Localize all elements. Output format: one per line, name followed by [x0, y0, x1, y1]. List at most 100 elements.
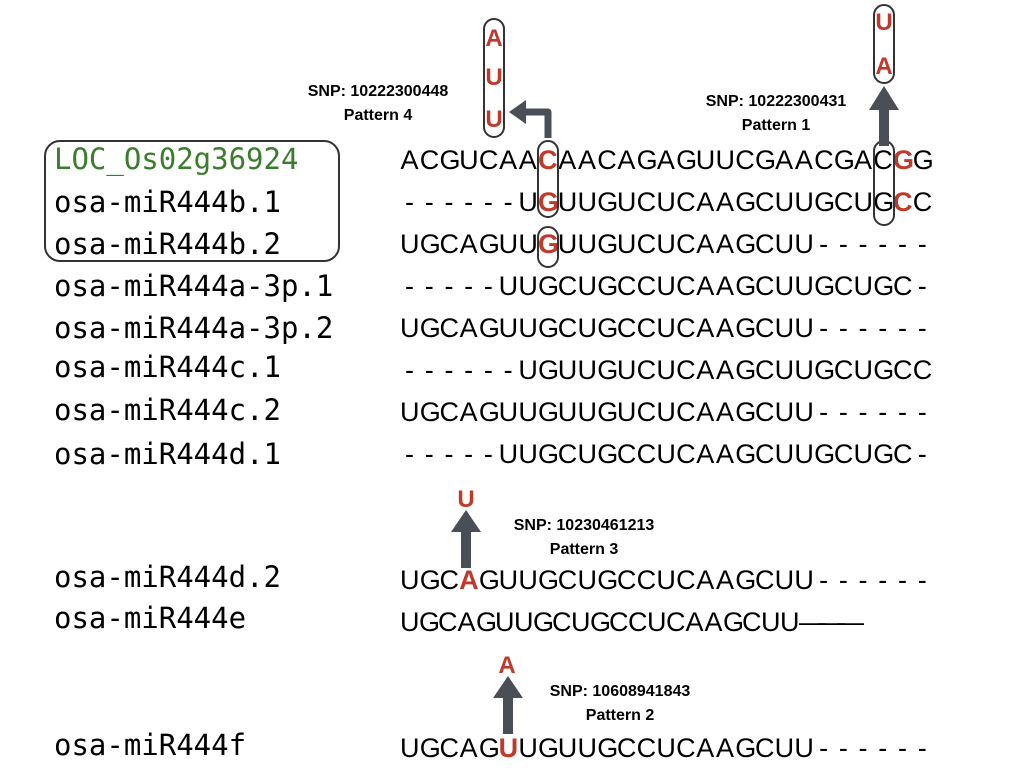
- base: U: [495, 607, 515, 637]
- base: G: [597, 397, 619, 427]
- base: A: [400, 145, 419, 175]
- base: G: [597, 733, 619, 763]
- base: A: [794, 145, 813, 175]
- base: U: [571, 607, 591, 637]
- base: U: [577, 355, 597, 385]
- base: U: [557, 397, 578, 427]
- base: A: [459, 313, 478, 343]
- base: U: [518, 355, 538, 385]
- base: C: [754, 229, 775, 259]
- base: U: [498, 271, 519, 301]
- base: C: [754, 313, 775, 343]
- base: U: [518, 187, 538, 217]
- base: C: [735, 145, 755, 175]
- base: G: [833, 145, 855, 175]
- base: A: [459, 397, 478, 427]
- allele-letter: A: [485, 25, 503, 52]
- base: -: [405, 187, 414, 217]
- base: G: [597, 229, 619, 259]
- row-name: osa-miR444f: [54, 728, 247, 762]
- base: -: [897, 229, 907, 259]
- base: G: [597, 439, 619, 469]
- base: A: [577, 145, 596, 175]
- base: U: [577, 397, 597, 427]
- base: U: [498, 565, 519, 595]
- base: A: [685, 607, 704, 637]
- snp-label: SNP: 10230461213 Pattern 3: [486, 514, 682, 562]
- base: -: [917, 439, 927, 469]
- base: U: [774, 271, 795, 301]
- base: U: [656, 397, 676, 427]
- base: U: [577, 313, 597, 343]
- base: C: [557, 565, 578, 595]
- base: -: [483, 439, 493, 469]
- base: C: [636, 313, 657, 343]
- base: A: [696, 271, 715, 301]
- base: U: [400, 565, 420, 595]
- base: G: [814, 187, 836, 217]
- base: G: [478, 733, 500, 763]
- base: G: [873, 355, 895, 385]
- base: -: [917, 313, 927, 343]
- base: U: [518, 439, 538, 469]
- base: A: [617, 145, 636, 175]
- base: C: [552, 607, 572, 637]
- base: U: [616, 355, 637, 385]
- base: G: [538, 229, 560, 259]
- base: -: [819, 313, 829, 343]
- base: -: [819, 229, 829, 259]
- base: -: [878, 397, 888, 427]
- base: C: [557, 313, 578, 343]
- base: U: [774, 565, 795, 595]
- row-name: LOC_Os02g36924: [54, 142, 299, 176]
- base: -: [897, 565, 907, 595]
- base: U: [557, 733, 578, 763]
- base: G: [735, 229, 757, 259]
- base: G: [873, 187, 895, 217]
- base: U: [577, 439, 597, 469]
- base: C: [873, 145, 893, 175]
- base: -: [444, 187, 454, 217]
- base: U: [400, 313, 420, 343]
- base: C: [676, 439, 696, 469]
- base: C: [754, 355, 775, 385]
- base: G: [538, 565, 560, 595]
- base: A: [518, 145, 537, 175]
- base: U: [794, 229, 814, 259]
- base: G: [814, 439, 836, 469]
- base: C: [557, 271, 578, 301]
- base: -: [464, 355, 474, 385]
- base: U: [761, 607, 781, 637]
- base: C: [478, 145, 499, 175]
- base: A: [499, 145, 518, 175]
- base: U: [774, 355, 795, 385]
- base: C: [676, 397, 696, 427]
- base: -: [503, 355, 513, 385]
- base: U: [518, 733, 538, 763]
- base: C: [912, 187, 933, 217]
- base: G: [538, 355, 560, 385]
- base: C: [636, 271, 657, 301]
- base: U: [498, 229, 519, 259]
- base: C: [892, 187, 913, 217]
- base: G: [735, 313, 757, 343]
- base: C: [833, 187, 854, 217]
- base: G: [419, 397, 441, 427]
- base: G: [476, 607, 498, 637]
- base: U: [616, 397, 637, 427]
- base: -: [424, 355, 434, 385]
- base: -: [878, 313, 888, 343]
- base: U: [518, 397, 538, 427]
- snp-site-highlight: [537, 140, 559, 218]
- base: G: [478, 565, 500, 595]
- base: A: [715, 229, 734, 259]
- base: U: [518, 271, 538, 301]
- base: U: [557, 187, 578, 217]
- base: C: [754, 187, 775, 217]
- base: A: [715, 439, 734, 469]
- base: C: [557, 439, 578, 469]
- base: A: [696, 313, 715, 343]
- base: G: [538, 439, 560, 469]
- base: A: [696, 187, 715, 217]
